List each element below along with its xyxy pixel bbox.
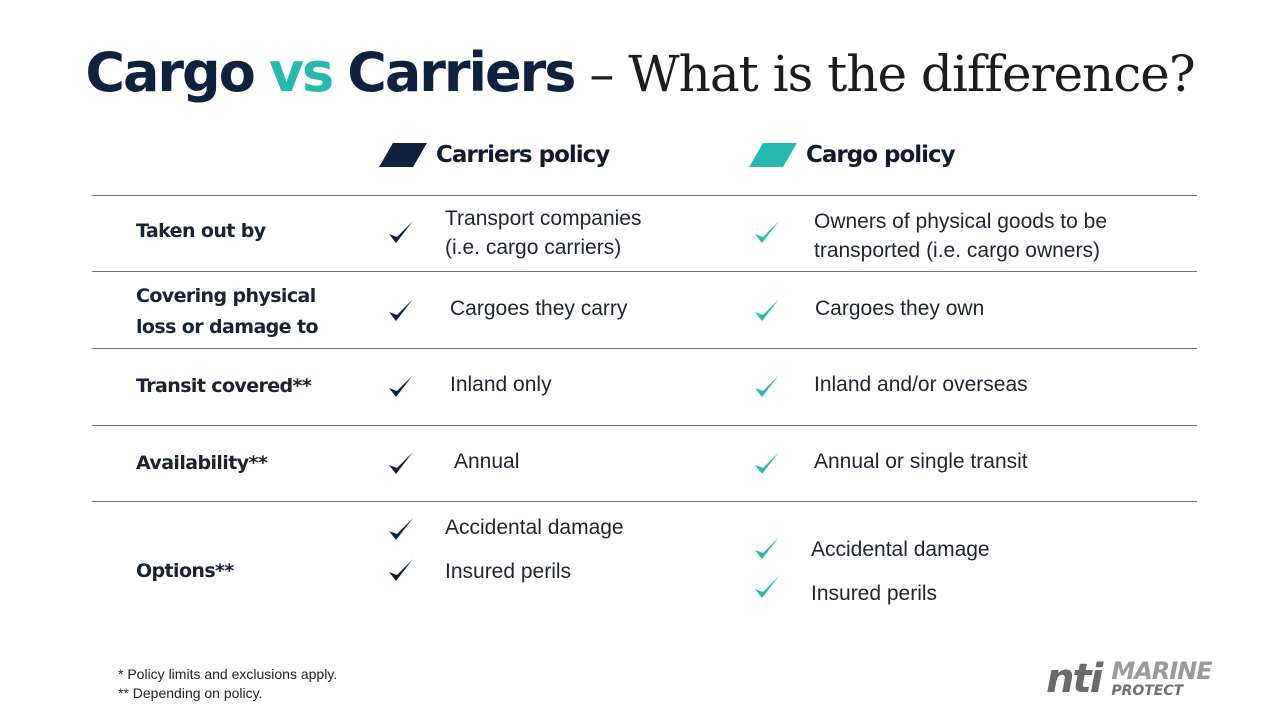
row1-cargo-value: Owners of physical goods to be transport… [814, 207, 1107, 265]
row2-carriers-value: Cargoes they carry [450, 297, 628, 320]
logo-nti: nti [1046, 656, 1103, 702]
carriers-policy-label: Carriers policy [436, 142, 610, 168]
navy-check-icon [389, 452, 413, 474]
row1-cargo-line1: Owners of physical goods to be [814, 210, 1107, 233]
row1-carriers-line1: Transport companies [445, 207, 642, 230]
logo-marine-protect: MARINE PROTECT [1111, 657, 1212, 699]
logo-marine: MARINE [1111, 657, 1212, 685]
cargo-policy-header: Cargo policy [749, 137, 956, 173]
teal-check-icon [755, 537, 779, 559]
footnote-limits: * Policy limits and exclusions apply. [118, 666, 338, 682]
row-label-availability: Availability** [136, 452, 268, 474]
title-carriers: Carriers [347, 41, 576, 104]
carriers-policy-header: Carriers policy [379, 137, 610, 173]
teal-check-icon [755, 375, 779, 397]
navy-check-icon [389, 221, 413, 243]
row3-cargo-value: Inland and/or overseas [814, 373, 1028, 396]
table-divider [92, 195, 1197, 196]
row4-cargo-value: Annual or single transit [814, 450, 1028, 473]
row1-cargo-line2: transported (i.e. cargo owners) [814, 239, 1100, 262]
navy-check-icon [389, 375, 413, 397]
table-divider [92, 271, 1197, 272]
teal-check-icon [755, 576, 779, 598]
table-divider [92, 425, 1197, 426]
title-cargo: Cargo [85, 41, 255, 104]
row1-carriers-line2: (i.e. cargo carriers) [445, 236, 622, 259]
title-subtitle: – What is the difference? [574, 45, 1195, 103]
table-divider [92, 501, 1197, 502]
cargo-policy-label: Cargo policy [806, 142, 956, 168]
nti-marine-protect-logo: nti MARINE PROTECT [1046, 655, 1213, 702]
teal-parallelogram-icon [749, 143, 797, 167]
teal-check-icon [755, 221, 779, 243]
navy-parallelogram-icon [379, 143, 427, 167]
row5-cargo-option2: Insured perils [811, 582, 938, 605]
row1-carriers-value: Transport companies (i.e. cargo carriers… [445, 204, 641, 262]
table-divider [92, 348, 1197, 349]
teal-check-icon [755, 299, 779, 321]
row-label-covering-line1: Covering physical [136, 285, 316, 307]
navy-check-icon [389, 559, 413, 581]
row-label-covering: Covering physical loss or damage to [136, 281, 319, 343]
page-title: Cargo vs Carriers – What is the differen… [0, 40, 1280, 107]
title-vs: vs [268, 41, 334, 104]
row3-carriers-value: Inland only [450, 373, 552, 396]
row5-carriers-option2: Insured perils [445, 560, 572, 583]
row-label-options: Options** [136, 560, 234, 582]
row5-cargo-option1: Accidental damage [811, 538, 990, 561]
footnote-depending: ** Depending on policy. [118, 685, 263, 701]
row-label-covering-line2: loss or damage to [136, 316, 319, 338]
row-label-taken-out-by: Taken out by [136, 220, 266, 242]
logo-protect: PROTECT [1111, 683, 1184, 699]
row2-cargo-value: Cargoes they own [815, 297, 985, 320]
navy-check-icon [389, 299, 413, 321]
teal-check-icon [755, 452, 779, 474]
row-label-transit: Transit covered** [136, 375, 312, 397]
navy-check-icon [389, 518, 413, 540]
row5-carriers-option1: Accidental damage [445, 516, 624, 539]
row4-carriers-value: Annual [454, 450, 520, 473]
